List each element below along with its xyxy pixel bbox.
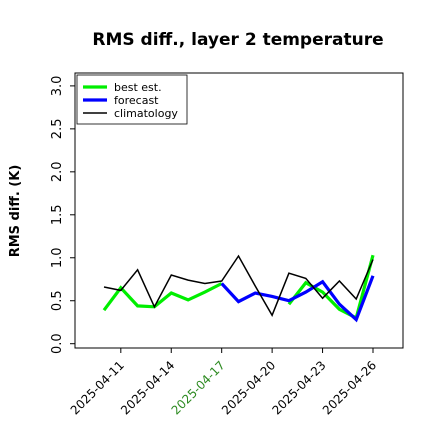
series-line-best-est- [102, 254, 375, 321]
x-tick-label: 2025-04-26 [320, 358, 379, 417]
legend-label: climatology [114, 107, 178, 120]
y-tick-label: 2.0 [50, 161, 65, 182]
y-tick-label: 0.0 [50, 333, 65, 354]
y-axis: 0.0 0.5 1.0 1.5 2.0 2.5 3.0 [50, 76, 75, 354]
y-tick-label: 0.5 [50, 290, 65, 311]
y-tick-label: 3.0 [50, 76, 65, 97]
series-line-forecast [220, 275, 375, 323]
y-tick-label: 2.5 [50, 119, 65, 140]
series-line-climatology [103, 254, 374, 318]
x-axis: 2025-04-112025-04-142025-04-172025-04-20… [68, 348, 379, 417]
legend-label: forecast [114, 94, 159, 107]
legend-label: best est. [114, 81, 162, 94]
series-layer [102, 254, 375, 323]
y-tick-label: 1.0 [50, 247, 65, 268]
plot-area [74, 72, 404, 349]
chart-title: RMS diff., layer 2 temperature [92, 30, 383, 50]
y-axis-label: RMS diff. (K) [8, 165, 23, 258]
y-tick-label: 1.5 [50, 204, 65, 225]
